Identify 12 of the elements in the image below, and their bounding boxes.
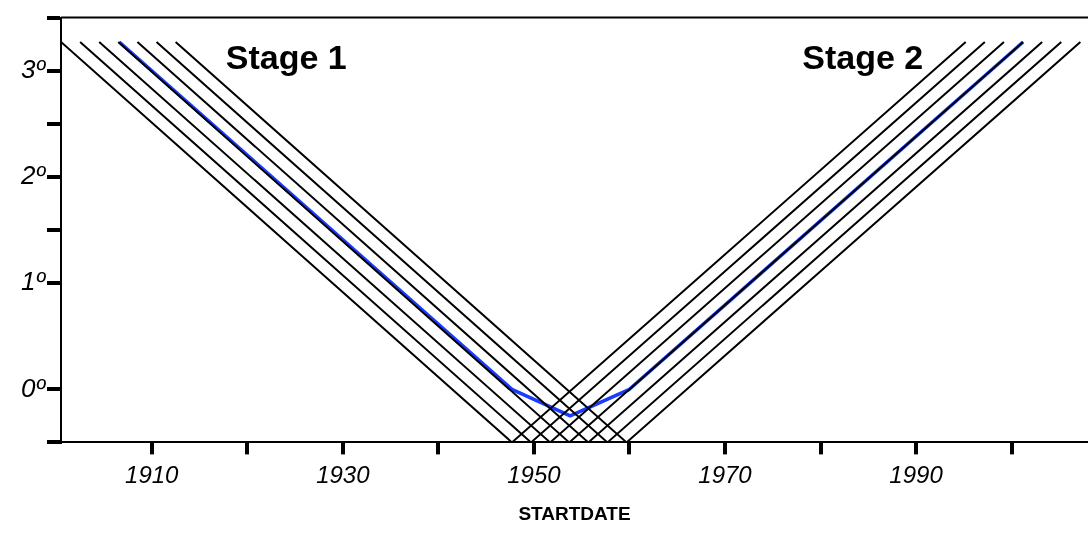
y-tick-label: 2º xyxy=(20,160,47,191)
y-tick-label: 1º xyxy=(21,266,47,297)
x-tick-label: 1950 xyxy=(507,461,562,489)
annotation: Stage 1 xyxy=(225,37,347,76)
x-tick-label: 1990 xyxy=(889,461,944,489)
x-tick-label: 1910 xyxy=(125,461,180,489)
x-axis-title: STARTDATE xyxy=(518,502,631,524)
x-tick-label: 1930 xyxy=(316,461,371,489)
y-tick-label: 3º xyxy=(21,53,47,84)
y-tick-label: 0º xyxy=(21,372,47,403)
annotation: Stage 2 xyxy=(802,37,924,76)
x-tick-label: 1970 xyxy=(698,461,753,489)
